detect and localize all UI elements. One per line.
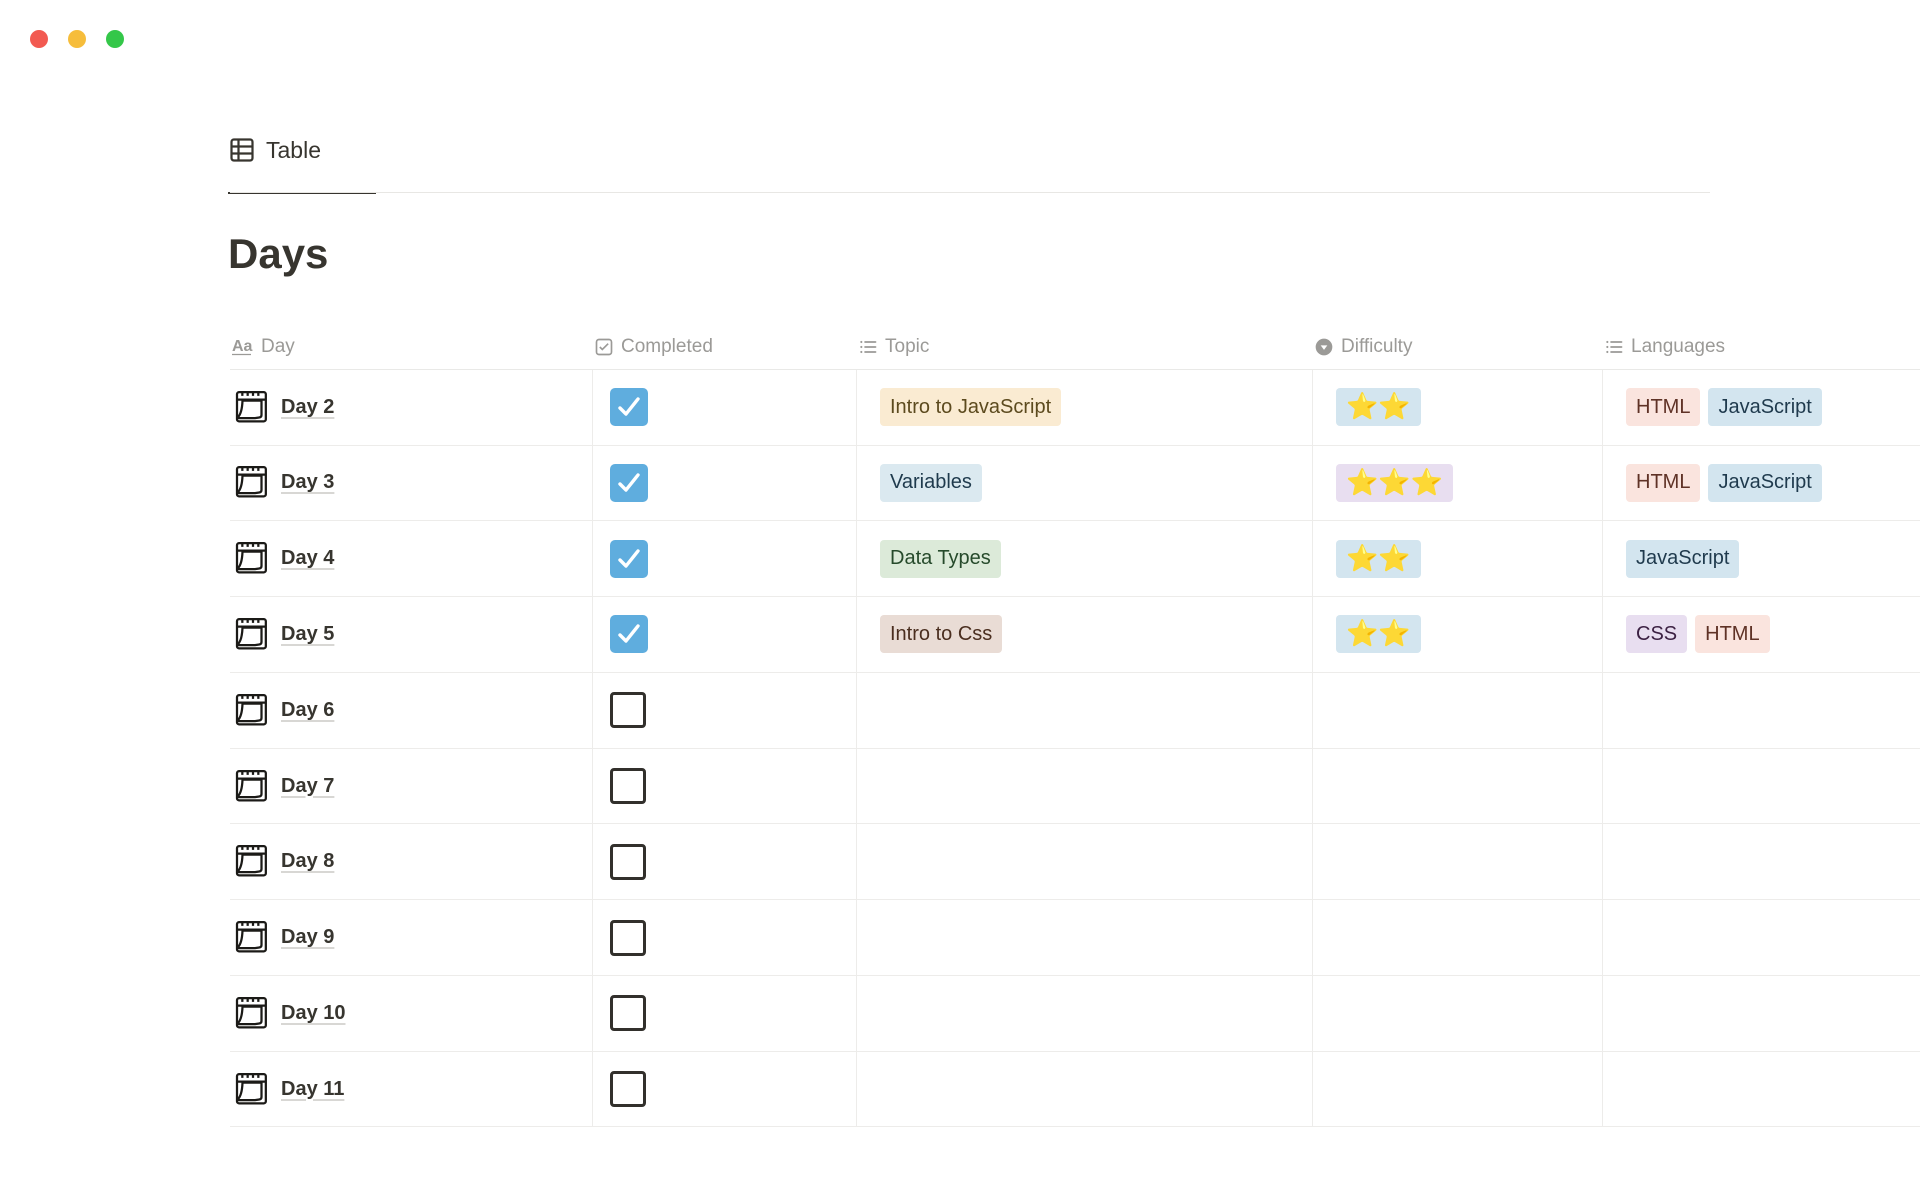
svg-text:Aa: Aa [232, 338, 253, 355]
